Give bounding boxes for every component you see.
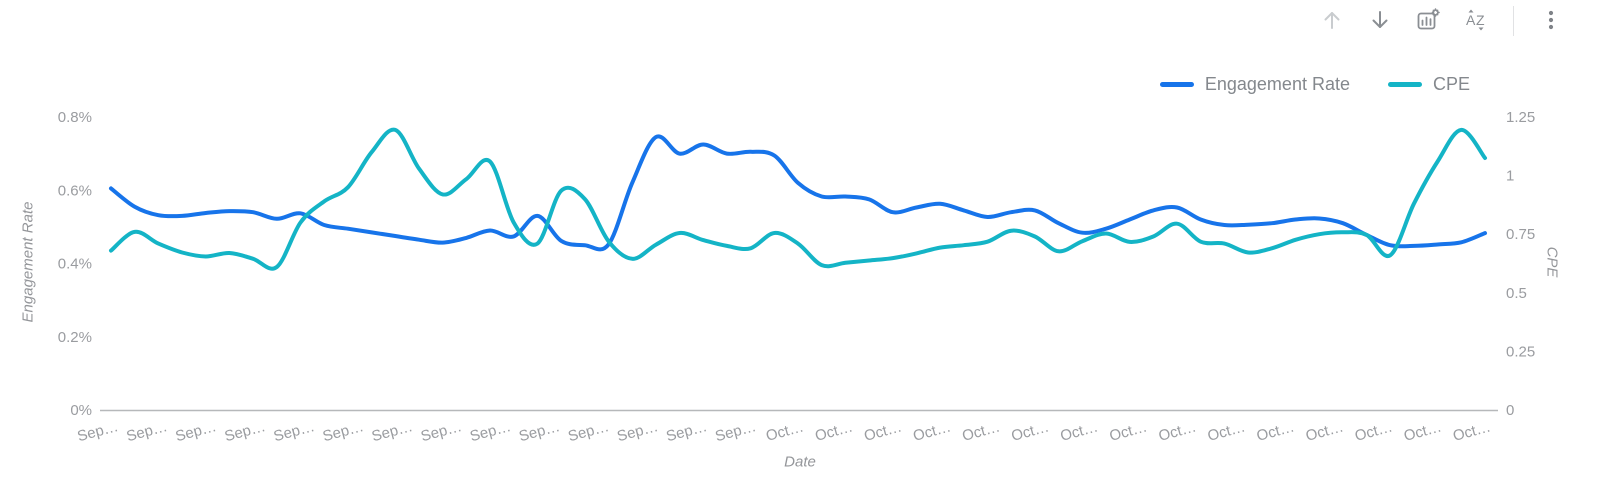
x-axis-tick-label: Sep… [321, 418, 366, 445]
move-down-button[interactable] [1367, 8, 1393, 34]
arrow-up-icon [1320, 8, 1344, 35]
right-axis-tick-label: 0.25 [1506, 343, 1535, 360]
x-axis-tick-label: Oct… [1059, 418, 1100, 444]
x-axis-tick-label: Oct… [960, 418, 1001, 444]
chart-settings-icon [1415, 7, 1441, 36]
x-axis-tick-label: Oct… [1451, 418, 1492, 444]
legend-label: CPE [1432, 74, 1470, 94]
legend-item-engagement-rate[interactable]: Engagement Rate [1159, 74, 1350, 95]
x-axis-tick-label: Sep… [419, 418, 464, 445]
x-axis-tick-label: Oct… [764, 418, 805, 444]
x-axis-tick-label: Sep… [75, 418, 120, 445]
right-axis-tick-label: 1 [1506, 168, 1514, 185]
x-axis-tick-label: Sep… [468, 418, 513, 445]
x-axis-tick-label: Sep… [370, 418, 415, 445]
toolbar-divider [1513, 6, 1514, 36]
right-axis-tick-label: 0 [1506, 402, 1514, 419]
right-axis-tick-label: 0.5 [1506, 285, 1527, 302]
svg-text:Z: Z [1476, 12, 1485, 28]
svg-text:A: A [1466, 12, 1476, 28]
x-axis-tick-label: Sep… [615, 418, 660, 445]
left-axis-title: Engagement Rate [19, 201, 37, 323]
x-axis-tick-label: Sep… [664, 418, 709, 445]
x-axis-tick-label: Sep… [174, 418, 219, 445]
right-axis-title: CPE [1543, 246, 1561, 278]
move-up-button[interactable] [1319, 8, 1345, 34]
x-axis-tick-label: Oct… [813, 418, 854, 444]
left-axis-tick-label: 0.8% [58, 109, 92, 126]
sort-az-icon: A Z [1462, 6, 1490, 37]
x-axis-tick-label: Oct… [1108, 418, 1149, 444]
legend-item-cpe[interactable]: CPE [1387, 74, 1470, 95]
right-axis-tick-label: 1.25 [1506, 109, 1535, 126]
x-axis-tick-label: Oct… [1206, 418, 1247, 444]
x-axis-tick-label: Sep… [566, 418, 611, 445]
x-axis-tick-label: Oct… [1353, 418, 1394, 444]
x-axis-tick-label: Oct… [1402, 418, 1443, 444]
legend-swatch-icon [1159, 82, 1194, 87]
series-line-engagement-rate [109, 134, 1487, 252]
legend-label: Engagement Rate [1204, 74, 1350, 94]
x-axis-tick-label: Oct… [862, 418, 903, 444]
right-axis-tick-label: 0.75 [1506, 226, 1535, 243]
x-axis-title: Date [784, 453, 816, 471]
x-axis-tick-label: Oct… [1157, 418, 1198, 444]
left-axis-tick-label: 0.6% [58, 182, 92, 199]
x-axis-tick-label: Oct… [1010, 418, 1051, 444]
left-axis-tick-label: 0.2% [58, 329, 92, 346]
chart-legend: Engagement Rate CPE [1159, 74, 1470, 95]
more-options-button[interactable] [1538, 8, 1564, 34]
x-axis-tick-label: Sep… [272, 418, 317, 445]
x-axis-tick-label: Oct… [1304, 418, 1345, 444]
x-axis-tick-label: Oct… [1255, 418, 1296, 444]
left-axis-tick-label: 0% [70, 402, 92, 419]
x-axis-tick-label: Sep… [125, 418, 170, 445]
series-line-cpe [109, 127, 1487, 271]
left-axis-tick-label: 0.4% [58, 256, 92, 273]
chart-settings-button[interactable] [1415, 7, 1441, 36]
x-axis-tick-label: Oct… [911, 418, 952, 444]
x-axis-tick-label: Sep… [517, 418, 562, 445]
x-axis-tick-label: Sep… [223, 418, 268, 445]
arrow-down-icon [1368, 8, 1392, 35]
x-axis-tick-label: Sep… [713, 418, 758, 445]
legend-swatch-icon [1387, 82, 1422, 87]
sort-az-button[interactable]: A Z [1463, 8, 1489, 34]
chart-toolbar: A Z [1319, 6, 1564, 36]
kebab-menu-icon [1540, 9, 1562, 34]
